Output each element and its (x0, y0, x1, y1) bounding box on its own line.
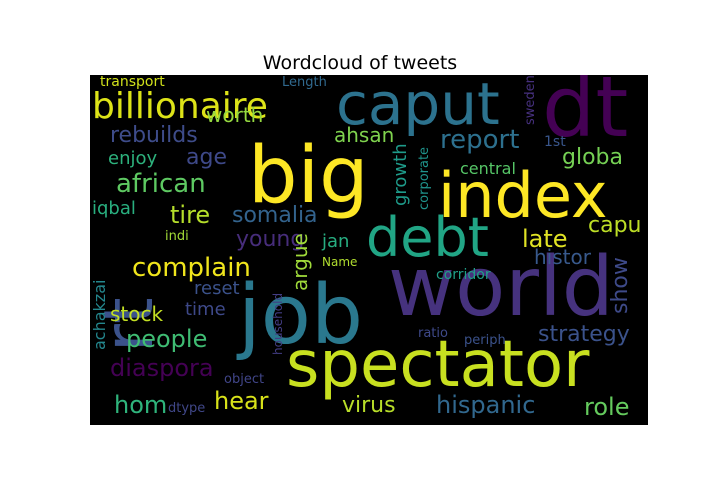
word-ratio: ratio (418, 326, 448, 341)
word-time: time (185, 299, 226, 320)
word-role: role (584, 393, 630, 421)
word-somalia: somalia (232, 203, 318, 228)
word-caput: caput (336, 75, 500, 138)
word-achakzai: achakzai (90, 279, 109, 350)
word-length: Length (282, 75, 327, 90)
word-reset: reset (194, 278, 240, 299)
word-worth: worth (206, 103, 264, 127)
word-rebuilds: rebuilds (110, 123, 198, 148)
word-cloud: big index world job spectator caput dt rt debt bi… (90, 75, 648, 425)
word-dt: dt (542, 75, 629, 156)
word-ahsan: ahsan (334, 123, 395, 147)
word-iqbal: iqbal (92, 198, 136, 219)
word-corridor: corridor (436, 267, 491, 283)
word-strategy: strategy (538, 322, 630, 347)
word-indi: indi (165, 229, 189, 244)
word-debt: debt (366, 206, 489, 269)
word-globa: globa (562, 145, 623, 170)
word-virus: virus (342, 393, 396, 418)
word-young: young (236, 227, 305, 252)
word-show: show (608, 257, 633, 314)
word-argue: argue (288, 233, 312, 291)
word-1st: 1st (544, 134, 566, 150)
word-household: household (271, 292, 285, 355)
word-tire: tire (170, 201, 211, 229)
word-jan: jan (322, 231, 350, 252)
word-spectator: spectator (286, 328, 590, 402)
word-corporate: corporate (417, 146, 432, 210)
word-histor: histor (534, 245, 591, 269)
chart-title: Wordcloud of tweets (262, 52, 458, 74)
word-stock: stock (110, 302, 164, 326)
word-hear: hear (214, 387, 269, 415)
word-central: central (460, 159, 516, 178)
word-name: Name (322, 255, 358, 269)
word-people: people (126, 325, 208, 353)
word-world: world (388, 240, 614, 335)
word-report: report (440, 125, 520, 155)
word-hispanic: hispanic (436, 391, 536, 419)
word-growth: growth (390, 143, 411, 206)
word-periph: periph (464, 333, 506, 348)
word-transport: transport (100, 75, 165, 90)
word-african: african (116, 169, 206, 199)
word-enjoy: enjoy (108, 148, 158, 169)
word-capu: capu (588, 213, 642, 238)
word-diaspora: diaspora (110, 354, 214, 382)
word-late: late (522, 225, 568, 253)
word-billionaire: billionaire (92, 86, 268, 127)
word-index: index (438, 159, 608, 232)
word-big: big (248, 131, 369, 221)
word-complain: complain (132, 253, 251, 283)
word-age: age (186, 145, 227, 170)
word-sweden: sweden (523, 75, 538, 125)
word-job: job (238, 268, 364, 363)
word-hom: hom (114, 391, 168, 419)
word-object: object (224, 372, 265, 387)
word-dtype: dtype (168, 401, 206, 416)
